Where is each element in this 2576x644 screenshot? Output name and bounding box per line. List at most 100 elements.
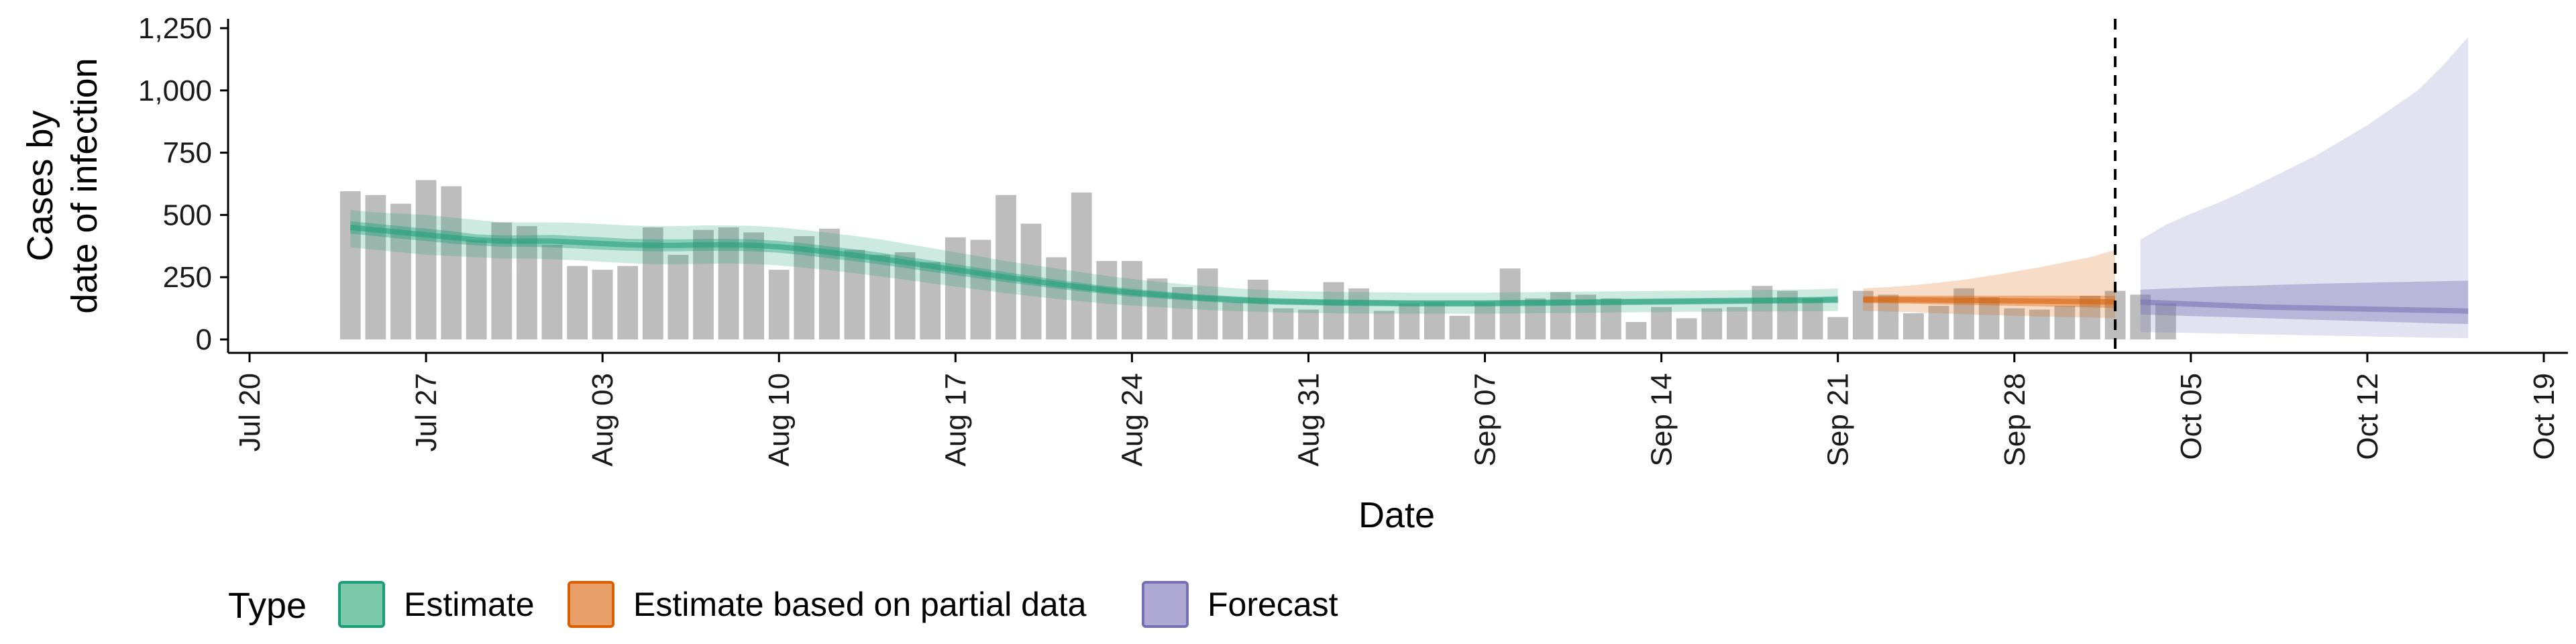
legend-label-forecast: Forecast (1208, 586, 1338, 623)
bar (390, 203, 411, 339)
bar (2104, 290, 2126, 339)
x-tick-label: Oct 12 (2351, 373, 2384, 460)
bar (466, 239, 487, 339)
bar (617, 266, 639, 339)
x-tick-label: Aug 10 (763, 373, 796, 466)
x-tick-label: Aug 17 (939, 373, 972, 466)
bar (1601, 298, 1621, 339)
x-axis-title: Date (1358, 495, 1435, 535)
bar (1802, 298, 1823, 339)
bar (1146, 278, 1168, 339)
bar (567, 266, 588, 339)
band-90-partial (1863, 250, 2116, 319)
y-axis-title-line-1: Cases by (20, 110, 60, 261)
y-tick-label: 1,250 (138, 12, 212, 45)
bars-layer (339, 180, 2176, 339)
x-tick-label: Sep 14 (1646, 373, 1678, 466)
bar (1071, 193, 1092, 339)
bar (970, 239, 991, 339)
bar (1247, 279, 1269, 339)
bar (1096, 261, 1118, 339)
y-tick-label: 750 (163, 137, 212, 170)
median-line-forecast (2140, 299, 2469, 314)
bar (2004, 308, 2025, 339)
y-axis-title-line-2: date of infection (64, 58, 105, 313)
legend: Type Estimate Estimate based on partial … (228, 581, 1338, 628)
band-50-forecast (2140, 280, 2469, 324)
bar (2029, 309, 2050, 339)
bar (517, 226, 537, 339)
y-tick-label: 0 (196, 323, 212, 356)
bar (1827, 317, 1849, 339)
median-line-partial (1863, 297, 2116, 305)
bar (1222, 302, 1244, 339)
bar (365, 195, 386, 339)
x-ticks: Jul 20 Jul 27 Aug 03 Aug 10 Aug 17 Aug 24 Aug … (233, 353, 2561, 466)
x-tick-label: Aug 31 (1293, 373, 1326, 466)
x-tick-label: Oct 19 (2528, 373, 2561, 460)
legend-label-estimate: Estimate (404, 586, 535, 623)
bar (592, 270, 613, 339)
bar (869, 254, 890, 339)
band-90-estimate (350, 210, 1838, 314)
bar (1928, 305, 1949, 339)
bar (1978, 297, 2000, 339)
bar (2155, 303, 2176, 339)
bar (1298, 309, 1319, 339)
bar (1197, 268, 1218, 339)
bar (1348, 288, 1369, 339)
x-tick-label: Jul 27 (410, 373, 443, 451)
legend-key-partial (568, 581, 614, 628)
bar (894, 252, 916, 339)
bar (1903, 313, 1924, 339)
x-tick-label: Sep 21 (1822, 373, 1855, 466)
bar (1399, 303, 1420, 339)
x-tick-label: Sep 28 (1998, 373, 2031, 466)
bar (920, 262, 941, 339)
x-tick-label: Aug 03 (586, 373, 619, 466)
bar (1701, 308, 1723, 339)
y-axis-title: Cases by date of infection (20, 58, 105, 313)
bar (1373, 311, 1395, 339)
x-tick-label: Aug 24 (1116, 373, 1148, 466)
band-90-forecast (2140, 37, 2469, 339)
legend-title: Type (228, 586, 307, 626)
legend-key-estimate (338, 581, 385, 628)
bar (844, 250, 865, 339)
bar (1752, 286, 1773, 339)
bar (996, 195, 1016, 339)
bar (1474, 302, 1495, 339)
bar (819, 228, 840, 339)
bar (1273, 308, 1294, 339)
y-tick-label: 500 (163, 199, 212, 231)
y-tick-label: 250 (163, 261, 212, 294)
bar (768, 270, 790, 339)
bar (541, 244, 563, 339)
bar (743, 232, 764, 339)
bar (945, 237, 966, 339)
x-tick-label: Jul 20 (233, 373, 266, 451)
bar (1424, 302, 1445, 339)
x-tick-label: Sep 07 (1469, 373, 1502, 466)
bar (415, 180, 437, 339)
y-tick-label: 1,000 (138, 74, 212, 107)
bar (1323, 282, 1344, 339)
bar (693, 229, 714, 339)
median-line-estimate (350, 225, 1838, 307)
bar (1651, 307, 1672, 339)
legend-key-forecast (1142, 581, 1189, 628)
bands-layer (350, 37, 2469, 339)
y-ticks: 0 250 500 750 1,000 1,250 (138, 12, 228, 356)
bar (441, 186, 462, 339)
bar (794, 236, 815, 339)
bar (339, 191, 361, 339)
x-tick-label: Oct 05 (2175, 373, 2208, 460)
bar (1449, 315, 1470, 339)
bar (1122, 261, 1142, 339)
bar (1953, 288, 1974, 339)
bar (667, 254, 689, 339)
bar (1676, 318, 1697, 339)
bar (1625, 322, 1647, 339)
legend-label-partial: Estimate based on partial data (633, 586, 1087, 623)
